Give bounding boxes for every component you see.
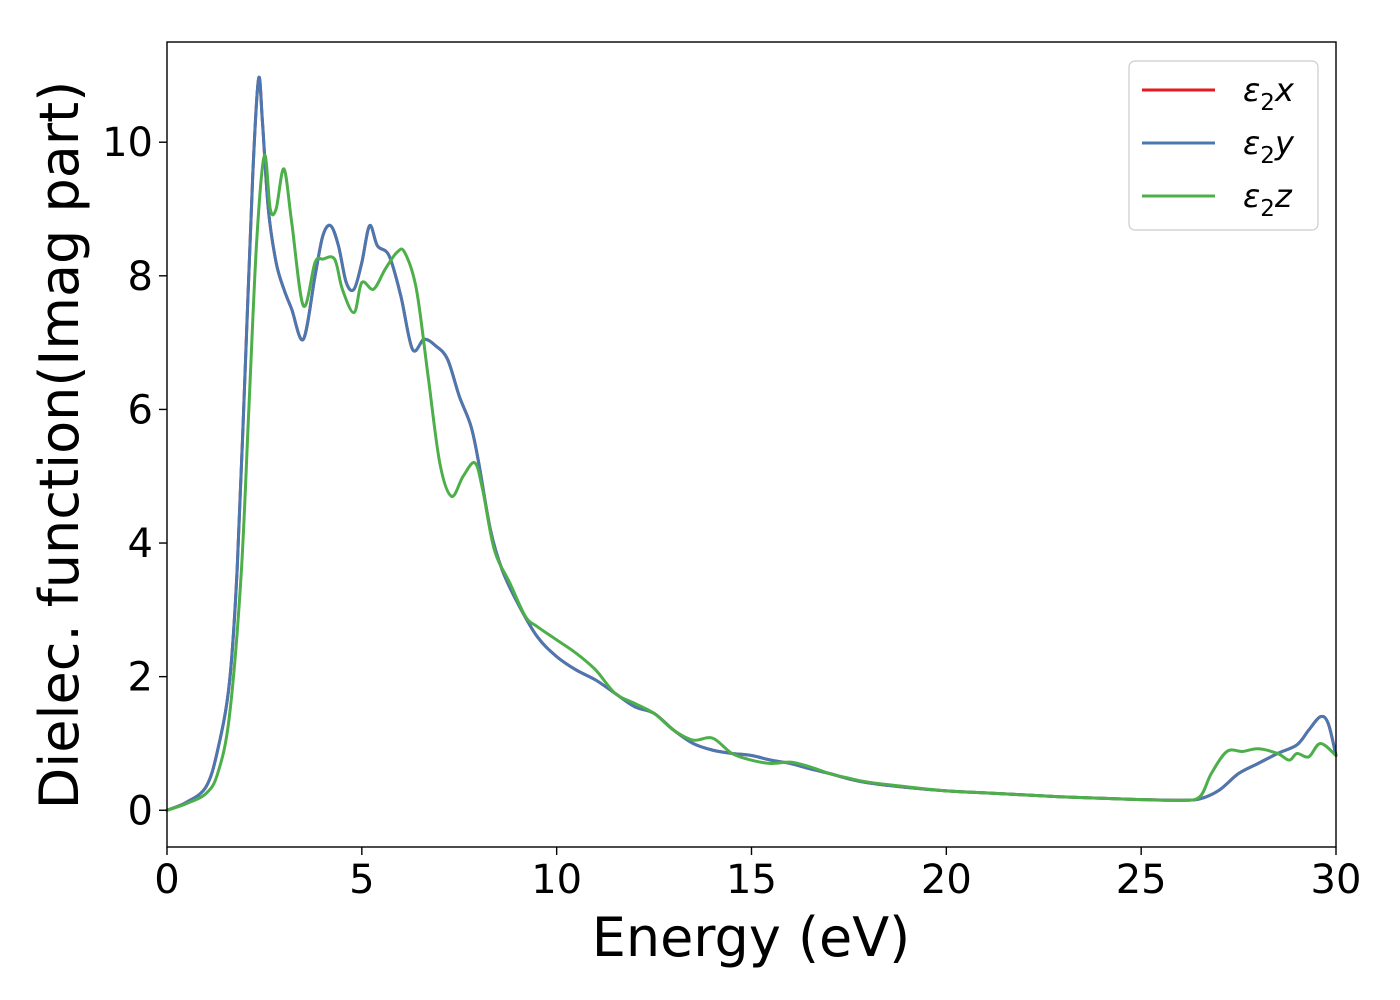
legend-label-z: ε2z (1243, 177, 1293, 222)
x-tick-label: 10 (531, 857, 582, 903)
x-tick-label: 30 (1311, 857, 1362, 903)
x-axis: 0 5 10 15 20 25 30 (154, 847, 1361, 903)
y-tick-label: 4 (128, 521, 153, 567)
y-tick-label: 0 (128, 788, 153, 834)
series-line-z (165, 154, 1338, 812)
y-tick-label: 10 (102, 120, 153, 166)
y-tick-label: 6 (128, 387, 153, 433)
y-tick-label: 2 (128, 655, 153, 701)
legend-label-y: ε2y (1243, 124, 1295, 169)
legend-label-x: ε2x (1243, 71, 1295, 116)
x-tick-label: 15 (726, 857, 777, 903)
legend-box (1128, 60, 1319, 231)
x-tick-label: 0 (154, 857, 179, 903)
x-tick-label: 25 (1116, 857, 1167, 903)
x-tick-label: 20 (921, 857, 972, 903)
x-tick-label: 5 (349, 857, 374, 903)
legend: ε2x ε2y ε2z (1128, 60, 1319, 231)
y-axis: 0 2 4 6 8 10 (102, 120, 167, 834)
series-layer (165, 75, 1338, 812)
x-axis-label: Energy (eV) (592, 906, 911, 969)
y-tick-label: 8 (128, 254, 153, 300)
y-axis-label: Dielec. function(Imag part) (28, 81, 91, 810)
